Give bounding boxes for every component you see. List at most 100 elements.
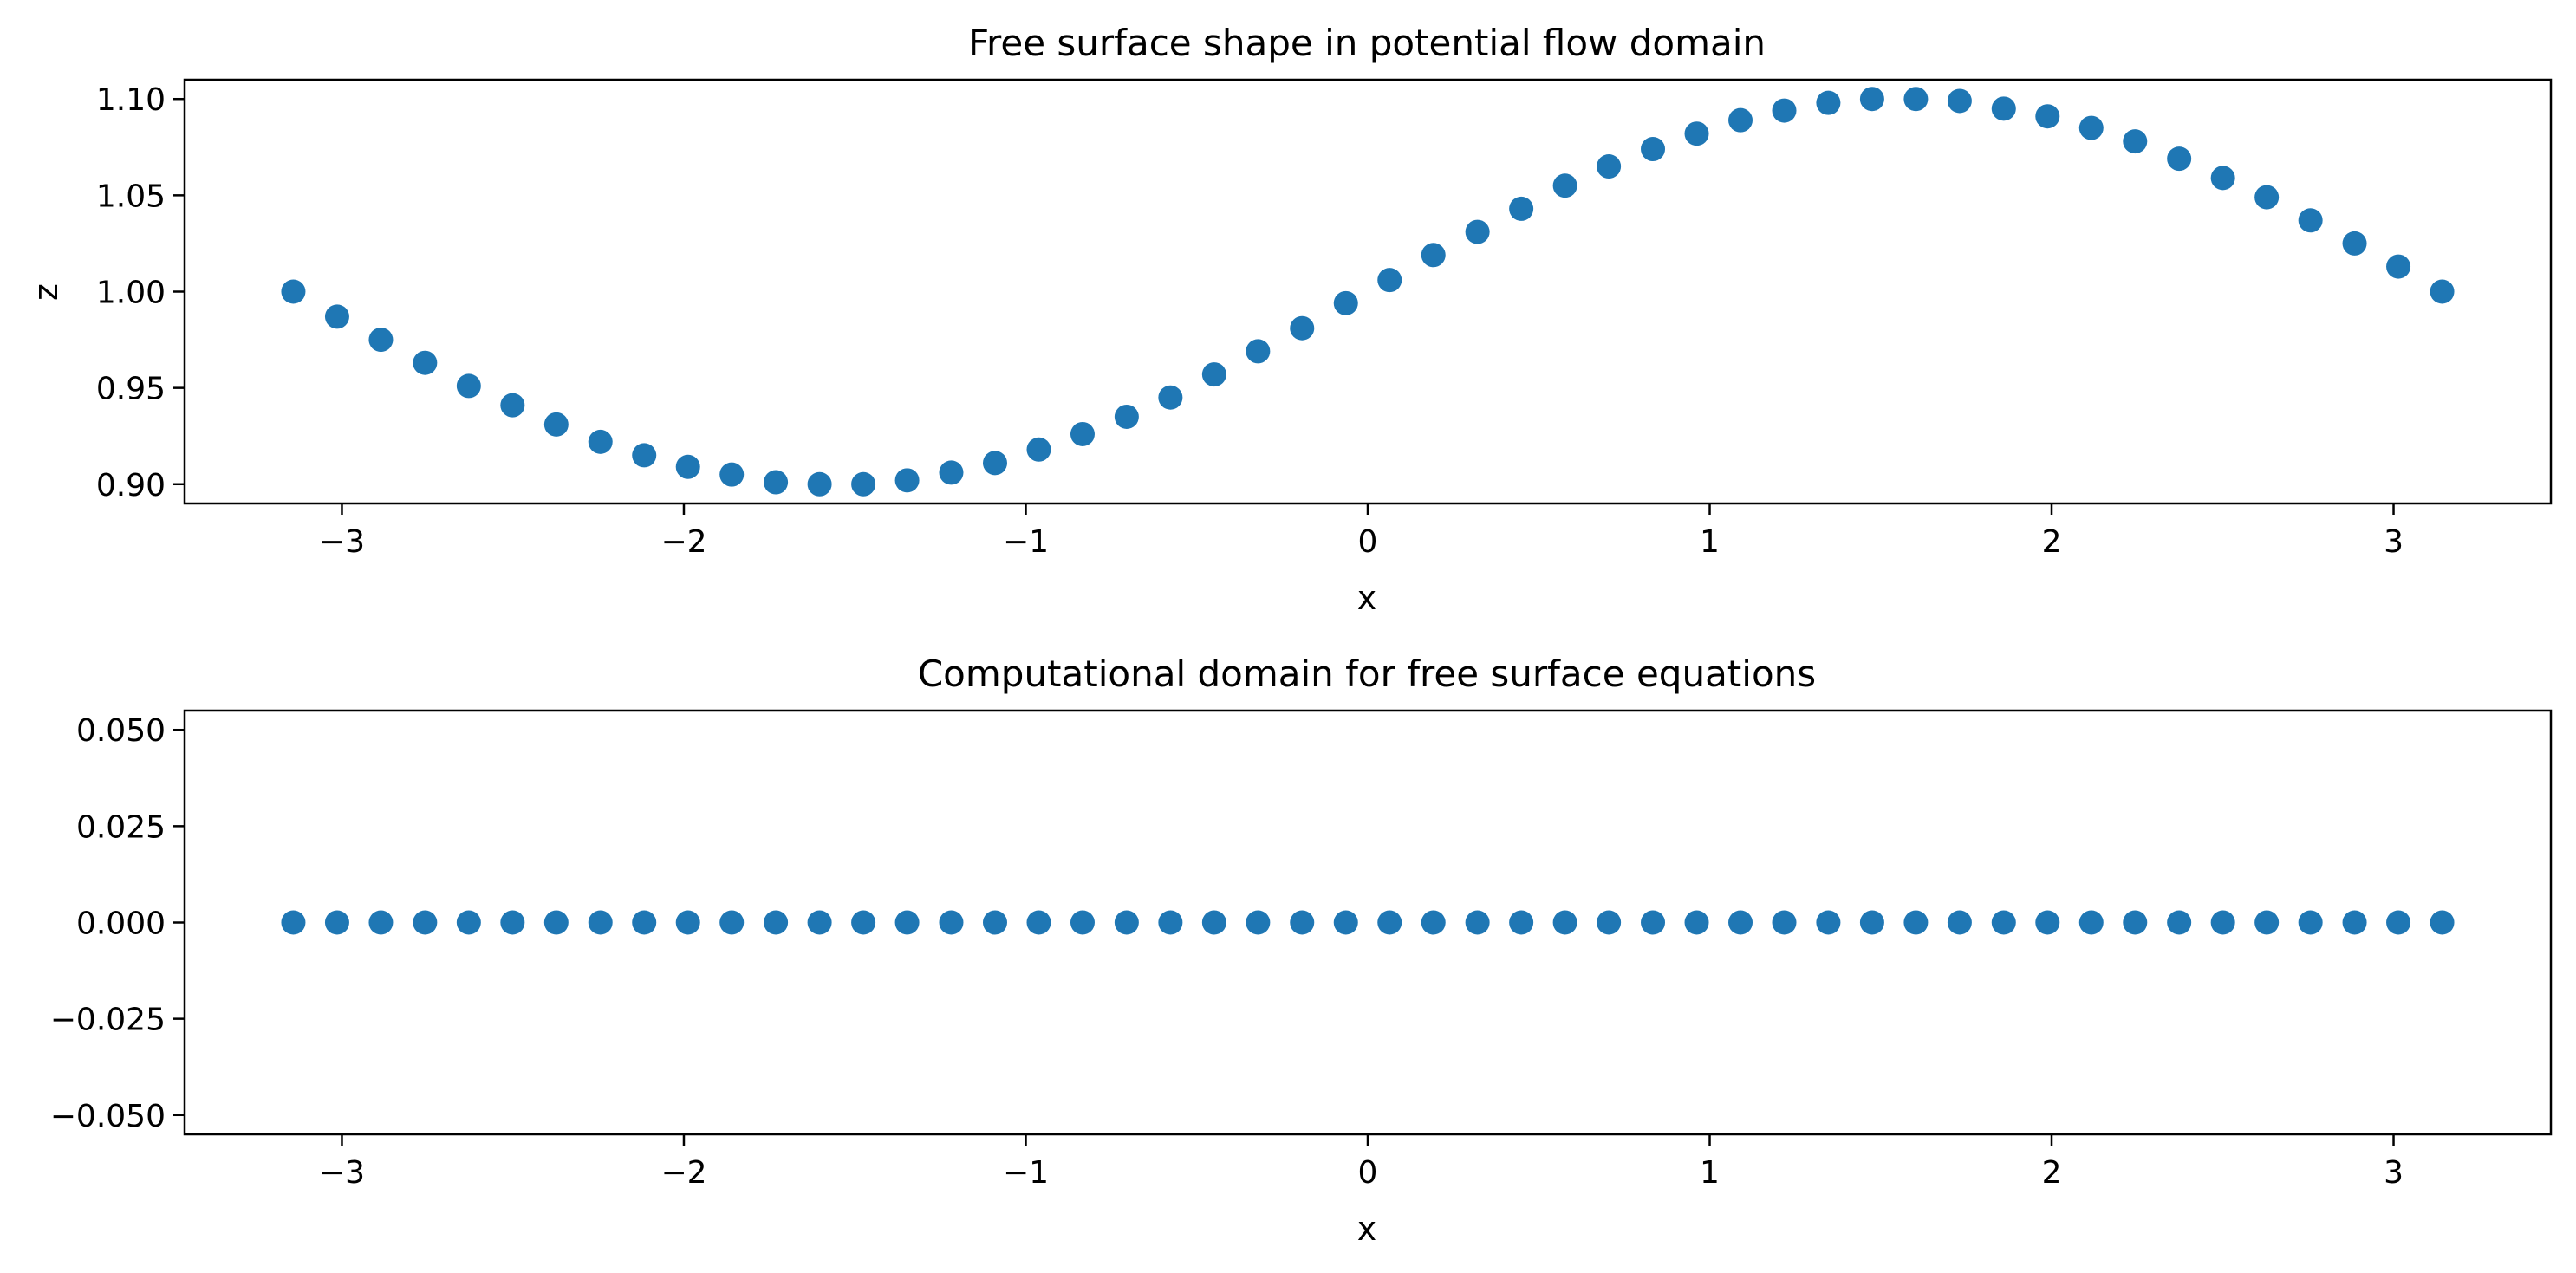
lower-data-point: [2123, 910, 2148, 935]
upper-data-point: [1377, 268, 1402, 293]
upper-data-point: [1201, 362, 1226, 387]
upper-y-tick-label: 1.10: [96, 82, 166, 118]
upper-data-point: [1421, 243, 1446, 268]
lower-scatter-plot: Computational domain for free surface eq…: [50, 653, 2553, 1248]
lower-data-point: [1465, 910, 1490, 935]
upper-y-axis: 0.90 0.95 1.00 1.05 1.10: [96, 82, 185, 503]
lower-data-point: [1158, 910, 1183, 935]
upper-data-point: [2430, 279, 2455, 304]
lower-data-point: [2210, 910, 2235, 935]
upper-y-tick-label: 1.00: [96, 276, 166, 311]
lower-data-point: [281, 910, 306, 935]
lower-data-point: [1377, 910, 1402, 935]
lower-plot-title: Computational domain for free surface eq…: [918, 653, 1816, 695]
upper-data-point: [894, 468, 920, 493]
lower-x-tick-label: −2: [660, 1155, 706, 1191]
upper-data-point: [2298, 208, 2323, 233]
lower-x-axis: −3 −2 −1 0 1 2 3: [319, 1134, 2404, 1191]
upper-y-tick-label: 1.05: [96, 179, 166, 214]
lower-y-tick-label: −0.025: [50, 1003, 166, 1038]
upper-data-point: [851, 471, 876, 497]
lower-x-tick-label: 0: [1358, 1155, 1378, 1191]
upper-data-point: [588, 429, 613, 454]
upper-data-point: [1772, 98, 1797, 123]
upper-data-point: [1859, 87, 1884, 112]
upper-data-point: [1114, 404, 1139, 429]
upper-data-point: [1465, 219, 1490, 244]
lower-x-tick-label: −3: [319, 1155, 365, 1191]
upper-data-point: [368, 328, 394, 353]
lower-data-point: [1684, 910, 1709, 935]
upper-data-point: [719, 462, 745, 487]
upper-data-point: [500, 393, 525, 418]
lower-data-point: [2298, 910, 2323, 935]
lower-data-point: [1552, 910, 1577, 935]
upper-data-point: [1552, 173, 1577, 198]
upper-data-point: [1026, 437, 1051, 462]
upper-data-point: [807, 471, 832, 497]
lower-data-point: [1509, 910, 1534, 935]
lower-data-point: [2254, 910, 2280, 935]
upper-data-point: [1641, 137, 1666, 162]
upper-data-point: [1333, 290, 1358, 315]
upper-x-tick-label: −3: [319, 524, 365, 560]
upper-data-point: [1991, 96, 2016, 121]
upper-data-point: [2167, 146, 2192, 172]
lower-data-point: [1991, 910, 2016, 935]
upper-data-point: [2123, 129, 2148, 154]
upper-x-axis: −3 −2 −1 0 1 2 3: [319, 503, 2404, 560]
lower-data-point: [2078, 910, 2104, 935]
lower-data-point: [807, 910, 832, 935]
lower-data-point: [1597, 910, 1622, 935]
lower-y-tick-label: −0.050: [50, 1099, 166, 1134]
upper-data-point: [2342, 231, 2367, 256]
lower-y-tick-label: 0.025: [76, 809, 166, 845]
upper-data-series: [281, 87, 2455, 497]
upper-data-point: [1070, 421, 1095, 446]
lower-data-point: [1947, 910, 1972, 935]
lower-data-point: [851, 910, 876, 935]
upper-data-point: [675, 454, 700, 479]
upper-data-point: [2254, 185, 2280, 210]
lower-data-series: [281, 910, 2455, 935]
lower-plot-area: [183, 709, 2553, 1136]
lower-x-tick-label: 3: [2384, 1155, 2404, 1191]
upper-data-point: [543, 412, 569, 437]
lower-data-point: [1114, 910, 1139, 935]
lower-data-point: [324, 910, 349, 935]
upper-plot-area: [183, 78, 2553, 505]
upper-data-point: [1947, 88, 1972, 114]
lower-data-point: [1903, 910, 1929, 935]
lower-data-point: [675, 910, 700, 935]
upper-x-tick-label: −1: [1003, 524, 1049, 560]
upper-data-point: [2078, 115, 2104, 140]
lower-data-point: [500, 910, 525, 935]
lower-data-point: [1728, 910, 1753, 935]
upper-scatter-plot: Free surface shape in potential flow dom…: [27, 22, 2553, 617]
lower-data-point: [939, 910, 964, 935]
lower-data-point: [1070, 910, 1095, 935]
lower-data-point: [632, 910, 657, 935]
upper-x-tick-label: 0: [1358, 524, 1378, 560]
lower-data-point: [2035, 910, 2060, 935]
lower-y-tick-label: 0.050: [76, 713, 166, 749]
upper-data-point: [2386, 254, 2411, 279]
upper-data-point: [324, 304, 349, 329]
lower-x-tick-label: 2: [2042, 1155, 2062, 1191]
upper-data-point: [1158, 385, 1183, 410]
lower-data-point: [894, 910, 920, 935]
upper-data-point: [939, 460, 964, 485]
lower-data-point: [2342, 910, 2367, 935]
lower-data-point: [1290, 910, 1315, 935]
upper-data-point: [632, 443, 657, 468]
upper-y-axis-label: z: [27, 283, 65, 301]
upper-data-point: [1728, 107, 1753, 133]
lower-data-point: [456, 910, 481, 935]
upper-data-point: [1816, 90, 1841, 115]
lower-x-axis-label: x: [1357, 1210, 1377, 1248]
lower-data-point: [1201, 910, 1226, 935]
upper-plot-title: Free surface shape in potential flow dom…: [968, 22, 1766, 64]
upper-y-tick-label: 0.90: [96, 468, 166, 503]
lower-data-point: [1859, 910, 1884, 935]
